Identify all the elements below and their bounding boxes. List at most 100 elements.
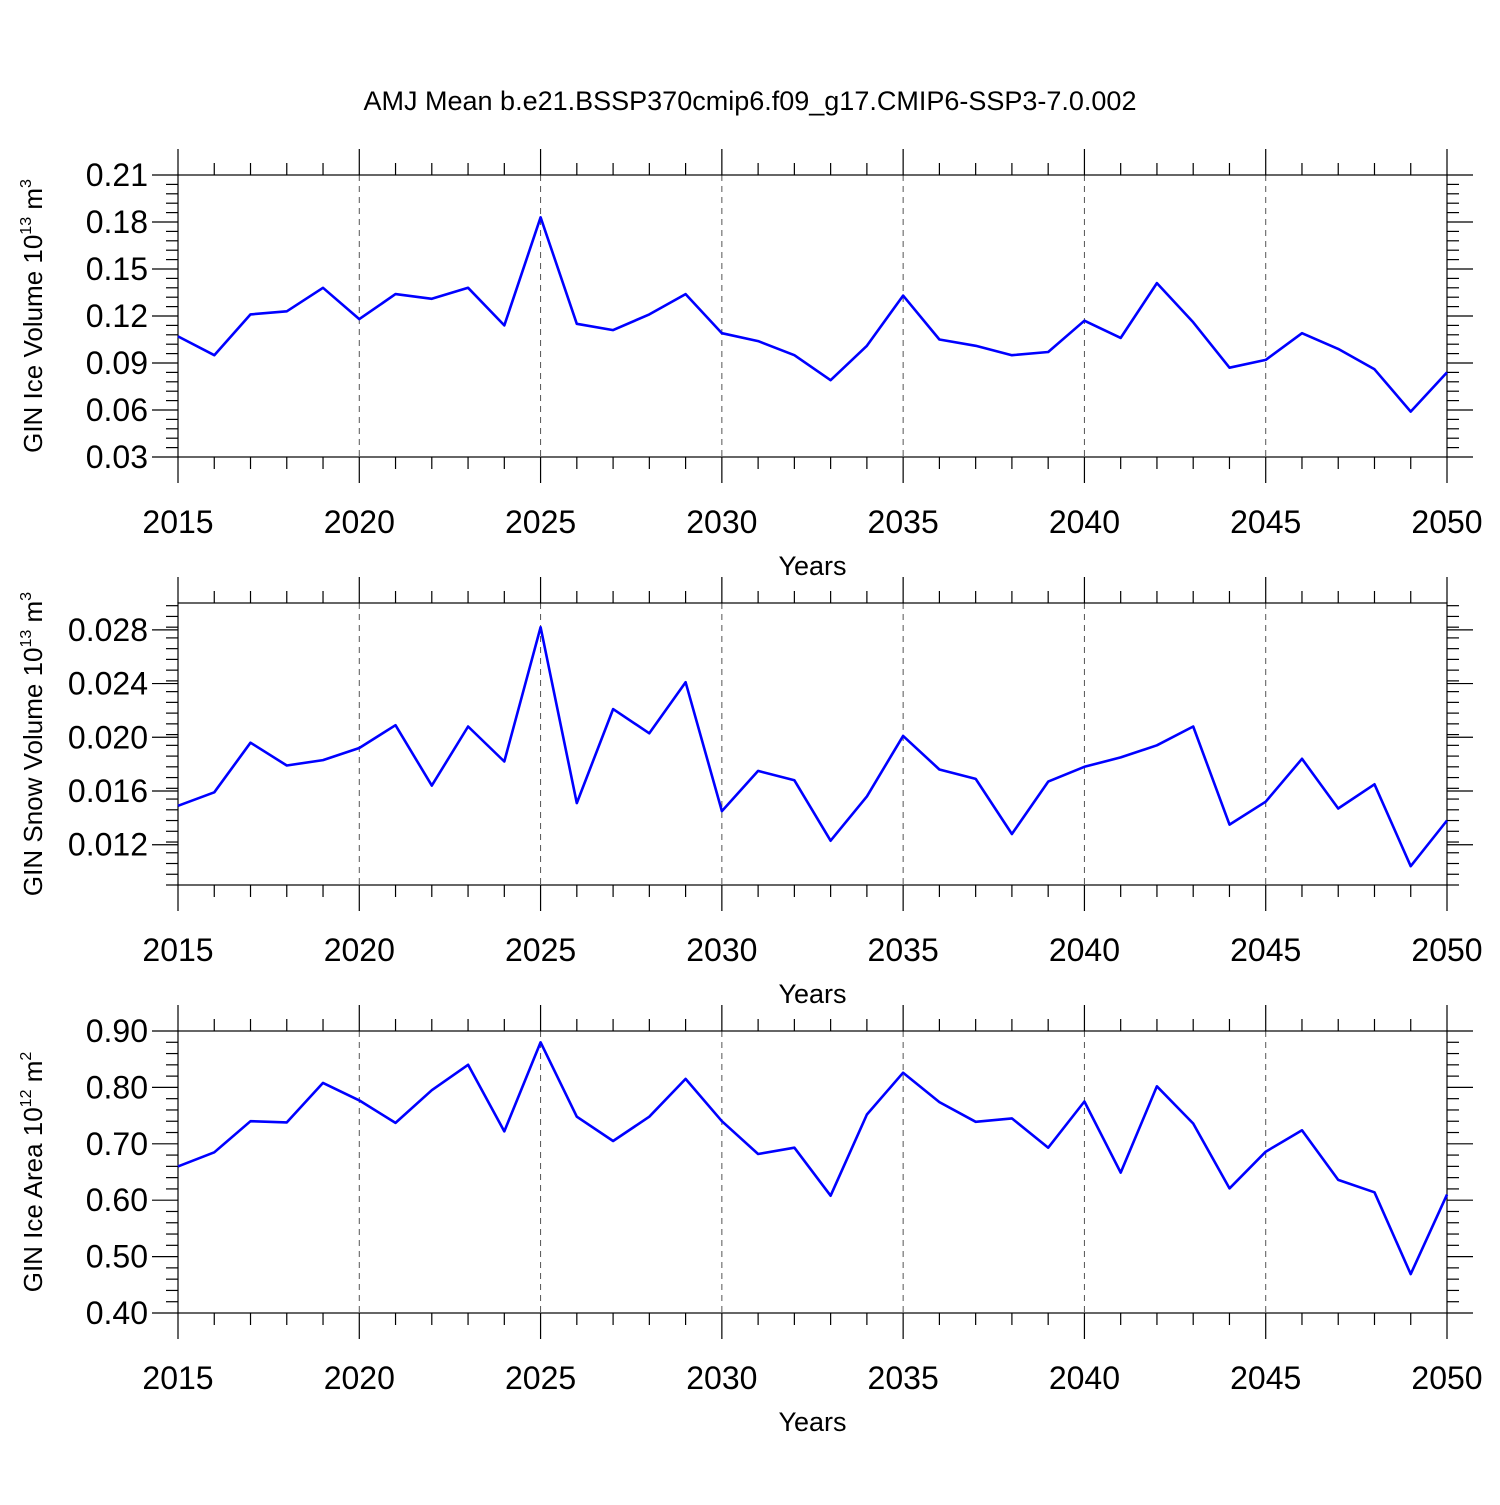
x-tick-label-5: 2040	[1049, 932, 1120, 968]
data-point-2036	[937, 768, 941, 772]
data-point-2043	[1191, 1121, 1195, 1125]
data-point-2044	[1227, 1186, 1231, 1190]
data-point-2030	[720, 1119, 724, 1123]
data-point-2019	[321, 286, 325, 290]
x-tick-label-1: 2020	[324, 932, 395, 968]
y-axis-title-unit: m	[18, 1061, 48, 1090]
data-point-2044	[1227, 823, 1231, 827]
data-point-2035	[901, 1071, 905, 1075]
panel-1: 0.03 0.06 0.09 0.12 0.15 0.18 0.21 2015 2020 2025…	[18, 149, 1483, 581]
data-point-2034	[865, 794, 869, 798]
data-point-2045	[1264, 358, 1268, 362]
data-point-2045	[1264, 1150, 1268, 1154]
y-tick-label-5: 0.18	[86, 204, 148, 240]
x-tick-label-7: 2050	[1411, 932, 1482, 968]
panel-2: 0.012 0.016 0.020 0.024 0.028 2015 2020 2025 203…	[18, 577, 1483, 1009]
data-point-2015	[176, 334, 180, 338]
data-point-2038	[1010, 1116, 1014, 1120]
chart-title: AMJ Mean b.e21.BSSP370cmip6.f09_g17.CMIP…	[364, 86, 1137, 116]
data-point-2029	[684, 680, 688, 684]
data-point-2029	[684, 292, 688, 296]
data-point-2024	[502, 759, 506, 763]
data-point-2022	[430, 297, 434, 301]
data-point-2022	[430, 1088, 434, 1092]
data-point-2029	[684, 1077, 688, 1081]
y-axis-title: GIN Ice Area 1012 m2	[18, 1052, 48, 1293]
data-point-2018	[285, 309, 289, 313]
data-point-2042	[1155, 281, 1159, 285]
data-point-2031	[756, 339, 760, 343]
x-tick-label-1: 2020	[324, 504, 395, 540]
data-point-2031	[756, 769, 760, 773]
y-axis-title-unit: m	[18, 601, 48, 630]
data-point-2040	[1082, 1100, 1086, 1104]
x-tick-label-2: 2025	[505, 932, 576, 968]
y-tick-label-3: 0.70	[86, 1126, 148, 1162]
data-point-2042	[1155, 1084, 1159, 1088]
data-point-2027	[611, 1139, 615, 1143]
data-point-2037	[974, 777, 978, 781]
y-axis-title-exponent: 12	[18, 1089, 35, 1107]
data-point-2048	[1372, 782, 1376, 786]
data-point-2021	[394, 1121, 398, 1125]
data-point-2020	[357, 746, 361, 750]
data-point-2049	[1409, 410, 1413, 414]
y-tick-label-3: 0.12	[86, 298, 148, 334]
data-point-2040	[1082, 319, 1086, 323]
data-point-2027	[611, 707, 615, 711]
y-axis-title-unit: m	[18, 188, 48, 217]
data-point-2039	[1046, 780, 1050, 784]
data-point-2030	[720, 331, 724, 335]
x-tick-label-4: 2035	[868, 504, 939, 540]
x-tick-label-5: 2040	[1049, 1360, 1120, 1396]
data-point-2023	[466, 725, 470, 729]
data-point-2018	[285, 763, 289, 767]
x-tick-label-7: 2050	[1411, 1360, 1482, 1396]
data-point-2046	[1300, 331, 1304, 335]
data-point-2021	[394, 723, 398, 727]
x-tick-label-3: 2030	[686, 1360, 757, 1396]
y-tick-label-0: 0.03	[86, 439, 148, 475]
y-axis-title-unit-exponent: 3	[18, 592, 35, 601]
data-point-2028	[647, 312, 651, 316]
panel-3: 0.40 0.50 0.60 0.70 0.80 0.90 2015 2020 2025 2030…	[18, 1005, 1483, 1437]
data-point-2038	[1010, 832, 1014, 836]
y-tick-label-6: 0.21	[86, 157, 148, 193]
data-point-2016	[212, 353, 216, 357]
data-point-2038	[1010, 353, 1014, 357]
plot-frame	[177, 602, 1448, 886]
data-point-2032	[792, 1146, 796, 1150]
y-tick-label-4: 0.028	[68, 612, 148, 648]
y-tick-label-4: 0.80	[86, 1069, 148, 1105]
y-axis-title: GIN Snow Volume 1013 m3	[18, 592, 48, 896]
x-tick-label-6: 2045	[1230, 932, 1301, 968]
x-axis-title: Years	[778, 1407, 846, 1437]
x-tick-label-7: 2050	[1411, 504, 1482, 540]
data-point-2019	[321, 1081, 325, 1085]
y-axis-title: GIN Ice Volume 1013 m3	[18, 179, 48, 453]
data-point-2037	[974, 344, 978, 348]
data-point-2024	[502, 1129, 506, 1133]
y-tick-label-0: 0.012	[68, 827, 148, 863]
x-tick-label-6: 2045	[1230, 1360, 1301, 1396]
data-point-2046	[1300, 757, 1304, 761]
y-axis-title-main: GIN Ice Volume 10	[18, 235, 48, 453]
data-point-2043	[1191, 320, 1195, 324]
data-point-2030	[720, 809, 724, 813]
x-tick-label-6: 2045	[1230, 504, 1301, 540]
data-point-2036	[937, 338, 941, 342]
data-point-2033	[829, 1194, 833, 1198]
data-point-2028	[647, 731, 651, 735]
y-tick-label-2: 0.60	[86, 1182, 148, 1218]
data-point-2023	[466, 1063, 470, 1067]
data-point-2034	[865, 344, 869, 348]
data-point-2037	[974, 1120, 978, 1124]
data-point-2026	[575, 801, 579, 805]
data-point-2027	[611, 328, 615, 332]
x-axis-title: Years	[778, 979, 846, 1009]
x-tick-label-0: 2015	[142, 1360, 213, 1396]
x-tick-label-2: 2025	[505, 504, 576, 540]
data-point-2025	[539, 1040, 543, 1044]
